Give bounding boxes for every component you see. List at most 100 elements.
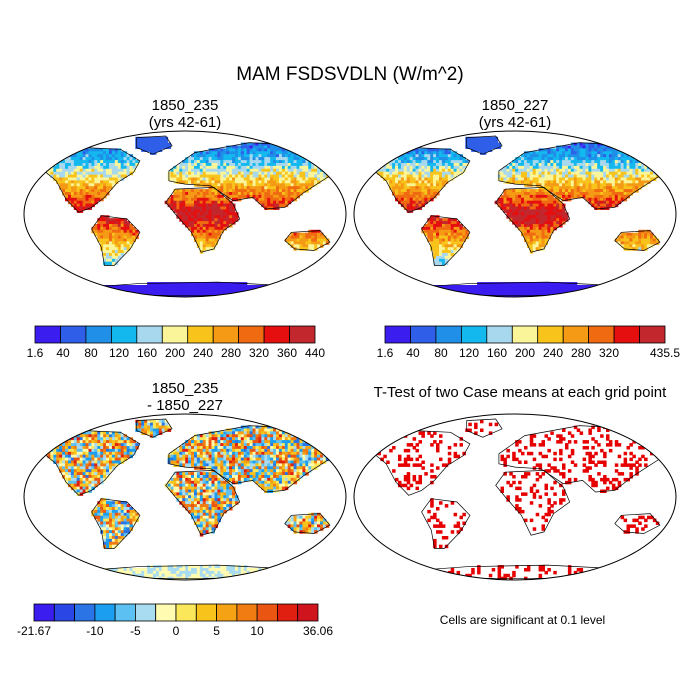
grid-cell — [117, 293, 122, 297]
grid-cell — [433, 157, 437, 161]
grid-cell — [553, 174, 557, 179]
grid-cell — [582, 192, 587, 196]
grid-cell — [202, 165, 207, 170]
grid-cell — [412, 148, 417, 152]
grid-cell — [400, 177, 405, 181]
grid-cell — [144, 139, 148, 144]
grid-cell — [591, 189, 595, 193]
grid-cell — [644, 151, 648, 155]
grid-cell — [258, 197, 262, 202]
grid-cell — [641, 165, 645, 170]
grid-cell — [232, 290, 236, 295]
grid-cell — [109, 437, 113, 441]
grid-cell — [196, 151, 201, 155]
grid-cell — [547, 177, 551, 181]
grid-cell — [512, 200, 516, 205]
grid-cell — [117, 440, 122, 444]
grid-cell — [474, 148, 478, 152]
grid-cell — [223, 200, 227, 205]
grid-cell — [217, 157, 221, 161]
grid-cell — [117, 290, 122, 295]
grid-cell — [126, 287, 131, 292]
grid-cell — [611, 154, 616, 158]
grid-cell — [603, 180, 607, 184]
grid-cell — [79, 192, 84, 196]
grid-cell — [62, 434, 66, 438]
grid-cell — [482, 287, 487, 292]
grid-cell — [141, 145, 145, 149]
grid-cell — [273, 434, 277, 438]
grid-cell — [328, 168, 333, 173]
grid-cell — [532, 226, 537, 231]
grid-cell — [406, 174, 411, 179]
grid-cell — [261, 183, 265, 187]
grid-cell — [208, 189, 213, 193]
grid-cell — [594, 174, 598, 179]
grid-cell — [597, 168, 601, 173]
grid-cell — [229, 221, 233, 225]
grid-cell — [229, 290, 233, 295]
grid-cell — [638, 186, 642, 190]
grid-cell — [641, 244, 645, 248]
grid-cell — [638, 168, 642, 173]
grid-cell — [79, 151, 84, 155]
grid-cell — [650, 241, 654, 245]
grid-cell — [126, 238, 131, 242]
grid-cell — [287, 180, 292, 184]
grid-cell — [439, 180, 443, 184]
grid-cell — [188, 180, 192, 184]
grid-cell — [415, 163, 419, 167]
grid-cell — [164, 428, 169, 432]
grid-cell — [535, 206, 540, 210]
grid-cell — [226, 180, 230, 184]
grid-cell — [68, 165, 72, 170]
grid-cell — [559, 177, 563, 181]
grid-cell — [444, 229, 449, 234]
grid-cell — [328, 160, 333, 164]
grid-cell — [579, 157, 584, 161]
grid-cell — [261, 174, 265, 179]
grid-cell — [111, 431, 116, 435]
grid-cell — [644, 232, 648, 237]
grid-cell — [243, 186, 248, 190]
grid-cell — [62, 180, 66, 184]
grid-cell — [424, 224, 428, 228]
grid-cell — [614, 154, 619, 158]
grid-cell — [114, 174, 119, 179]
grid-cell — [79, 160, 84, 164]
grid-cell — [170, 287, 174, 292]
grid-cell — [235, 168, 239, 173]
grid-cell — [538, 244, 543, 248]
grid-cell — [436, 261, 440, 266]
grid-cell — [427, 221, 431, 225]
grid-cell — [73, 440, 78, 444]
grid-cell — [444, 177, 449, 181]
grid-cell — [576, 157, 581, 161]
grid-cell — [126, 293, 131, 297]
grid-cell — [237, 428, 242, 432]
grid-cell — [68, 183, 72, 187]
grid-cell — [273, 186, 277, 190]
grid-cell — [223, 287, 227, 292]
grid-cell — [261, 163, 265, 167]
grid-cell — [82, 431, 87, 435]
grid-cell — [421, 160, 425, 164]
grid-cell — [214, 215, 218, 219]
grid-cell — [573, 157, 578, 161]
grid-cell — [211, 238, 215, 242]
grid-cell — [430, 183, 434, 187]
grid-cell — [308, 180, 312, 184]
grid-cell — [623, 165, 628, 170]
grid-cell — [278, 168, 283, 173]
grid-cell — [120, 238, 125, 242]
grid-cell — [44, 446, 48, 450]
grid-cell — [70, 200, 75, 205]
grid-cell — [314, 165, 318, 170]
grid-cell — [287, 177, 292, 181]
grid-cell — [588, 171, 592, 176]
grid-cell — [650, 238, 654, 242]
grid-cell — [597, 186, 601, 190]
grid-cell — [205, 218, 210, 222]
grid-cell — [208, 177, 213, 181]
grid-cell — [147, 142, 151, 147]
